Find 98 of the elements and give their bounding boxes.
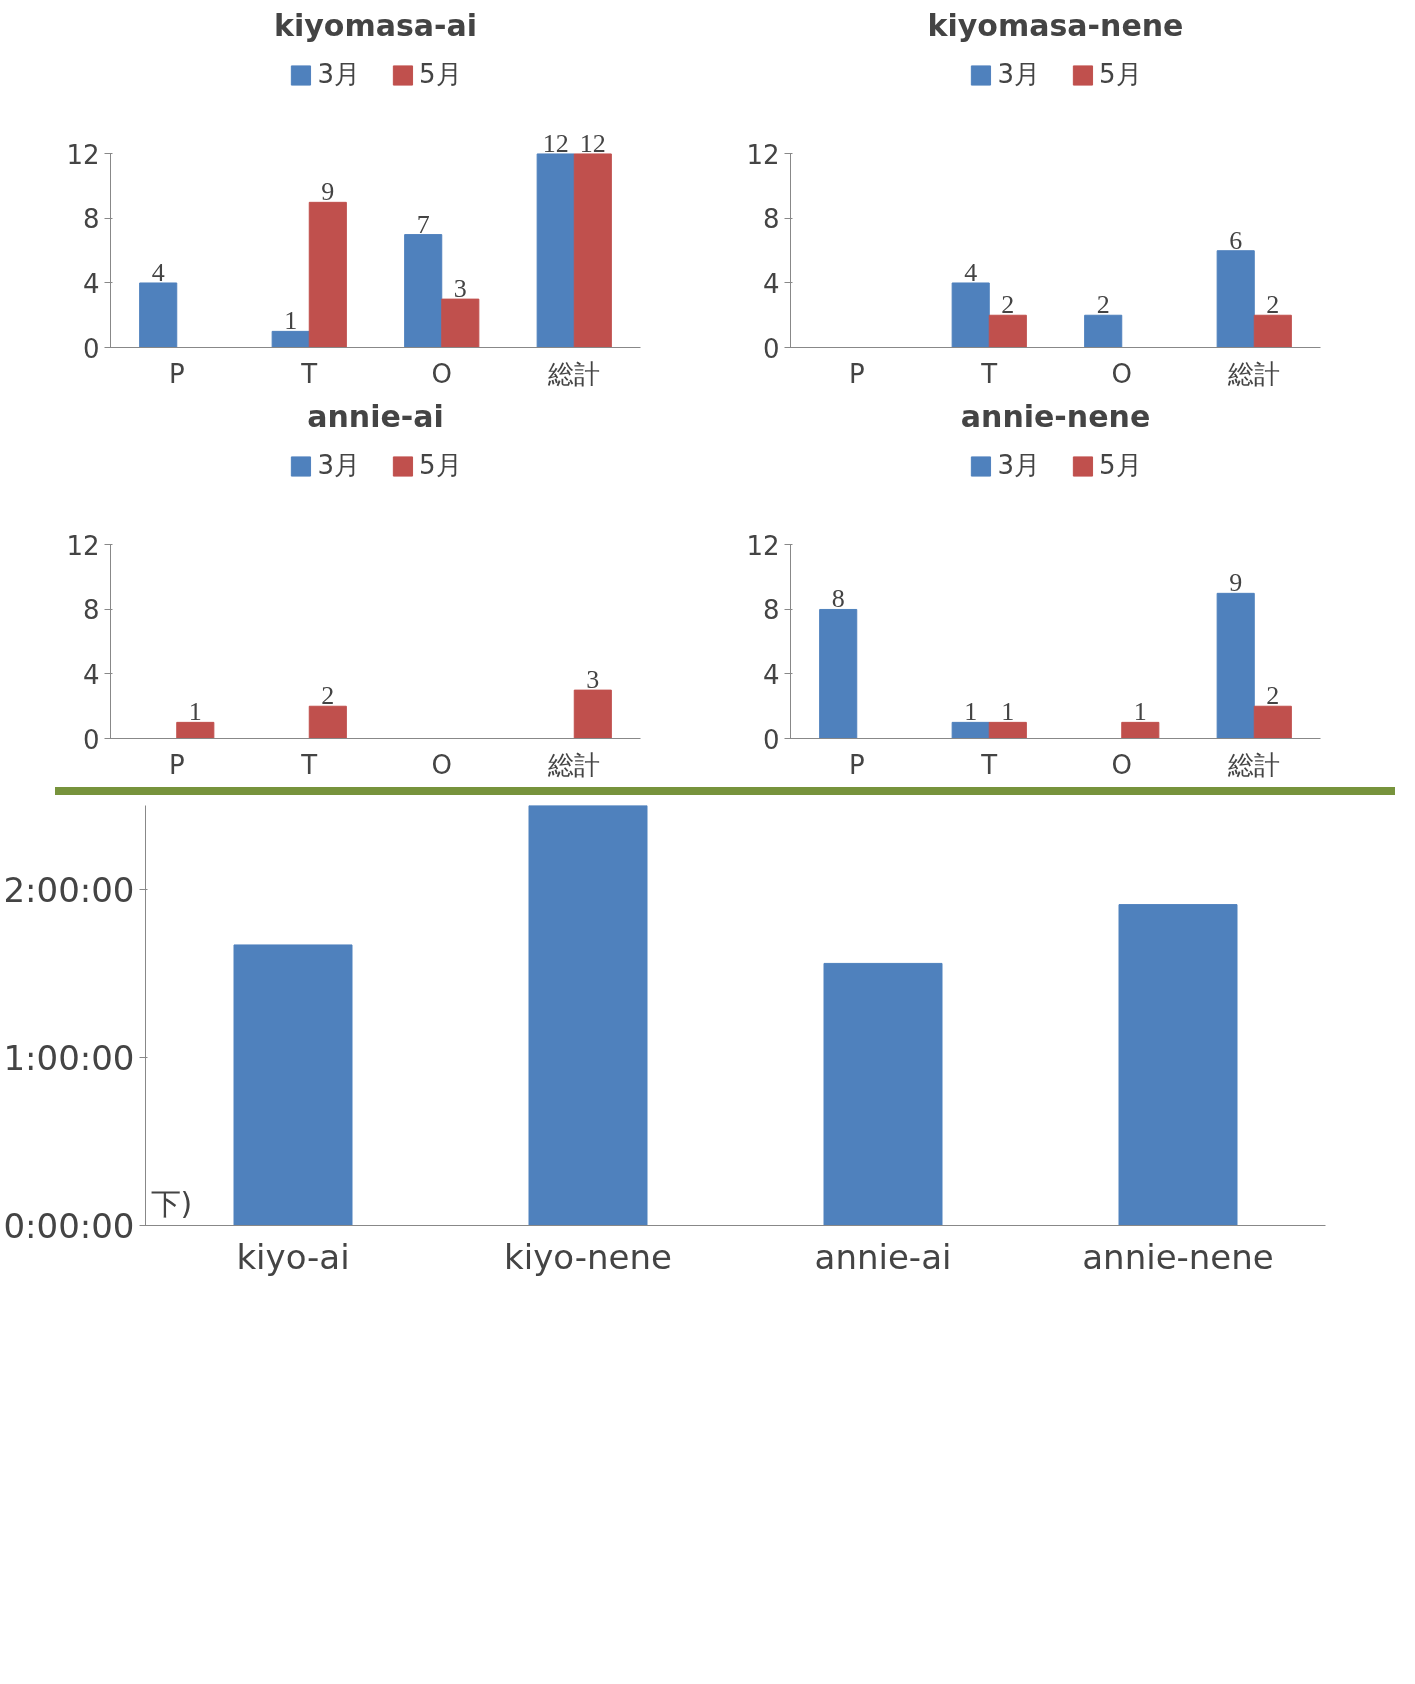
legend-label: 5月 xyxy=(1099,58,1142,91)
y-tick-label: 8 xyxy=(82,204,100,235)
y-tick-label: 8 xyxy=(762,595,780,626)
bar xyxy=(988,721,1027,739)
data-label: 9 xyxy=(1229,568,1243,598)
bar xyxy=(1084,314,1123,348)
y-tick-label: 2:00:00 xyxy=(3,869,135,910)
bar xyxy=(951,721,990,739)
x-tick-label: O xyxy=(431,749,452,780)
data-label: 2 xyxy=(1266,681,1280,711)
y-tick-label: 4 xyxy=(82,659,100,690)
y-tick-label: 0:00:00 xyxy=(3,1205,135,1246)
x-tick-label: O xyxy=(431,358,452,389)
legend-label: 5月 xyxy=(419,58,462,91)
y-tick-label: 12 xyxy=(746,139,780,170)
data-label: 12 xyxy=(542,128,569,158)
legend-label: 3月 xyxy=(317,449,360,482)
y-tick-label: 4 xyxy=(82,268,100,299)
data-label: 2 xyxy=(1001,290,1015,320)
x-tick-label: kiyo-ai xyxy=(236,1236,350,1277)
data-label: 7 xyxy=(416,209,430,239)
bar xyxy=(1253,705,1292,739)
bar xyxy=(1121,721,1160,739)
data-label: 1 xyxy=(964,697,978,727)
y-tick-label: 12 xyxy=(746,530,780,561)
x-tick-label: 総計 xyxy=(547,358,601,389)
bar xyxy=(573,689,612,739)
bar xyxy=(1216,592,1255,739)
y-tick-label: 4 xyxy=(762,659,780,690)
data-label: 3 xyxy=(453,274,467,304)
bar xyxy=(271,330,310,348)
bar xyxy=(441,298,480,348)
x-tick-label: annie-nene xyxy=(1082,1236,1274,1277)
data-label: 3 xyxy=(586,665,600,695)
data-label: 4 xyxy=(964,257,978,287)
x-tick-label: P xyxy=(168,749,185,780)
y-tick-label: 1:00:00 xyxy=(3,1037,135,1078)
legend-label: 3月 xyxy=(317,58,360,91)
data-label: 4 xyxy=(151,257,165,287)
bar xyxy=(988,314,1027,348)
data-label: 2 xyxy=(321,681,335,711)
y-tick-label: 8 xyxy=(82,595,100,626)
y-tick-label: 4 xyxy=(762,268,780,299)
chart-title: kiyomasa-nene xyxy=(927,7,1184,43)
bar xyxy=(233,944,353,1226)
chart-title: kiyomasa-ai xyxy=(274,7,477,43)
bar xyxy=(1216,250,1255,348)
data-label: 2 xyxy=(1266,290,1280,320)
y-tick-label: 12 xyxy=(66,530,100,561)
bar xyxy=(823,962,943,1226)
bar xyxy=(528,805,648,1226)
data-label: 8 xyxy=(831,584,845,614)
legend-label: 5月 xyxy=(1099,449,1142,482)
annotation: 下) xyxy=(150,1185,193,1221)
data-label: 6 xyxy=(1229,225,1243,255)
bar xyxy=(176,721,215,739)
y-tick-label: 8 xyxy=(762,204,780,235)
bar xyxy=(819,608,858,739)
x-tick-label: P xyxy=(848,358,865,389)
data-label: 1 xyxy=(284,306,298,336)
data-label: 1 xyxy=(188,697,202,727)
x-tick-label: T xyxy=(300,749,318,780)
x-tick-label: 総計 xyxy=(1227,749,1281,780)
bar xyxy=(1118,904,1238,1226)
bar xyxy=(1253,314,1292,348)
data-label: 9 xyxy=(321,177,335,207)
y-tick-label: 0 xyxy=(82,724,100,755)
legend-label: 3月 xyxy=(997,58,1040,91)
x-tick-label: O xyxy=(1111,358,1132,389)
data-label: 1 xyxy=(1001,697,1015,727)
bar xyxy=(308,201,347,348)
x-tick-label: kiyo-nene xyxy=(504,1236,672,1277)
y-tick-label: 0 xyxy=(762,333,780,364)
x-tick-label: O xyxy=(1111,749,1132,780)
legend-label: 3月 xyxy=(997,449,1040,482)
chart-title: annie-nene xyxy=(960,398,1151,434)
bar xyxy=(139,282,178,348)
legend-label: 5月 xyxy=(419,449,462,482)
data-label: 12 xyxy=(579,128,606,158)
bar xyxy=(573,153,612,348)
chart-title: annie-ai xyxy=(307,398,444,434)
x-tick-label: P xyxy=(848,749,865,780)
x-tick-label: P xyxy=(168,358,185,389)
bar xyxy=(308,705,347,739)
data-label: 1 xyxy=(1133,697,1147,727)
y-tick-label: 12 xyxy=(66,139,100,170)
y-tick-label: 0 xyxy=(82,333,100,364)
data-label: 2 xyxy=(1096,290,1110,320)
bar xyxy=(404,234,443,348)
x-tick-label: T xyxy=(300,358,318,389)
bar xyxy=(536,153,575,348)
x-tick-label: 総計 xyxy=(547,749,601,780)
x-tick-label: 総計 xyxy=(1227,358,1281,389)
bar xyxy=(951,282,990,348)
x-tick-label: T xyxy=(980,358,998,389)
x-tick-label: annie-ai xyxy=(814,1236,952,1277)
y-tick-label: 0 xyxy=(762,724,780,755)
x-tick-label: T xyxy=(980,749,998,780)
